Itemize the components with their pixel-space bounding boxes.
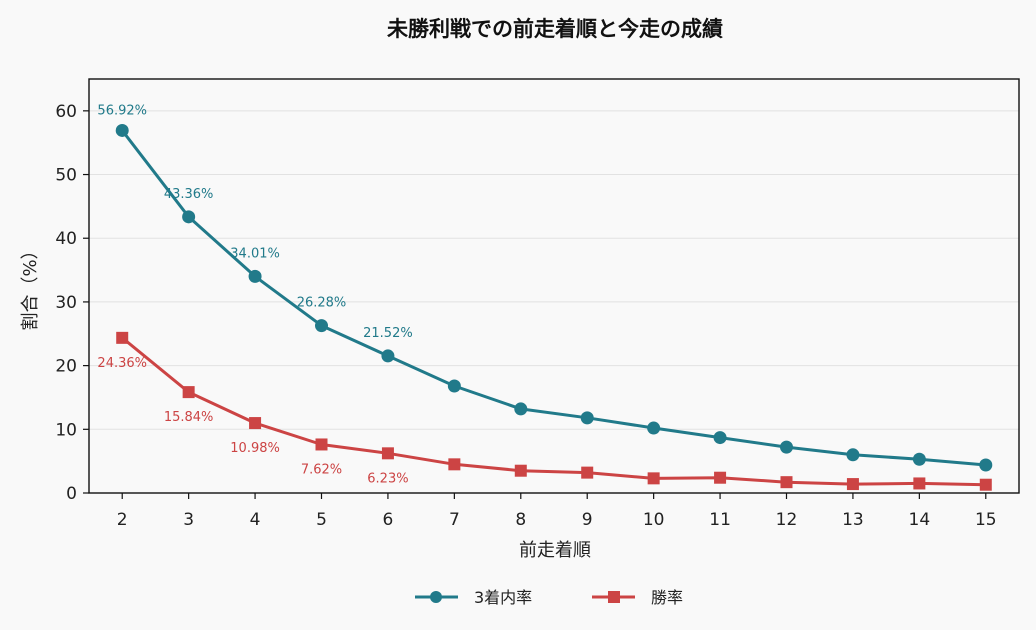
data-label: 26.28% <box>297 296 347 311</box>
data-point <box>581 466 594 479</box>
data-point <box>182 210 196 224</box>
x-axis-label: 前走着順 <box>519 540 591 561</box>
x-tick-label: 13 <box>842 510 864 530</box>
y-tick-label: 0 <box>66 484 77 504</box>
legend: 3着内率 勝率 <box>415 588 683 607</box>
data-label: 34.01% <box>230 246 280 261</box>
legend-label-series-1: 3着内率 <box>474 588 532 607</box>
x-axis-ticks: 2 3 4 5 6 7 8 9 10 11 12 13 14 15 <box>117 493 997 530</box>
x-tick-label: 9 <box>582 510 593 530</box>
plot-area <box>89 79 1019 493</box>
legend-label-series-2: 勝率 <box>651 588 683 607</box>
data-point <box>979 458 993 472</box>
data-point <box>913 477 926 490</box>
data-point <box>248 269 262 283</box>
series-line-1 <box>121 129 986 467</box>
x-tick-label: 5 <box>316 510 327 530</box>
data-label: 56.92% <box>97 103 147 118</box>
data-point <box>381 447 394 460</box>
x-tick-label: 3 <box>183 510 194 530</box>
data-label: 21.52% <box>363 326 413 341</box>
y-tick-label: 10 <box>55 420 77 440</box>
y-tick-label: 50 <box>55 166 77 186</box>
data-point <box>780 476 793 489</box>
y-tick-label: 40 <box>55 229 77 249</box>
data-point <box>647 421 661 435</box>
x-tick-label: 7 <box>449 510 460 530</box>
data-point <box>979 478 992 491</box>
data-label: 43.36% <box>164 187 214 202</box>
data-point <box>447 379 461 393</box>
data-point <box>315 319 328 333</box>
data-point <box>115 123 129 137</box>
x-tick-label: 15 <box>975 510 997 530</box>
plot-frame <box>88 78 1020 494</box>
data-label: 24.36% <box>97 356 147 371</box>
data-label: 10.98% <box>230 441 280 456</box>
series-layer <box>115 123 993 491</box>
data-point <box>249 417 262 430</box>
x-tick-label: 12 <box>776 510 798 530</box>
gridlines <box>89 110 1019 430</box>
data-point <box>647 472 660 485</box>
series-line-2 <box>121 336 986 487</box>
data-point <box>116 331 129 344</box>
data-point <box>580 411 594 425</box>
x-tick-label: 10 <box>643 510 665 530</box>
data-point <box>381 349 395 363</box>
data-point <box>912 452 926 466</box>
y-tick-label: 60 <box>55 102 77 122</box>
data-point <box>514 464 527 477</box>
data-point <box>714 471 727 484</box>
data-point <box>713 431 727 445</box>
x-tick-label: 14 <box>909 510 931 530</box>
data-point <box>448 458 461 471</box>
x-tick-label: 8 <box>515 510 526 530</box>
data-point <box>780 440 793 454</box>
data-point <box>846 478 859 491</box>
legend-item-series-2: 勝率 <box>592 588 683 607</box>
data-point <box>846 448 860 462</box>
legend-marker-series-2 <box>608 591 620 603</box>
y-axis-label: 割合（%） <box>20 241 41 330</box>
data-point <box>182 386 195 399</box>
data-labels: 56.92% 43.36% 34.01% 26.28% 21.52% 24.36% 15.8… <box>97 103 412 486</box>
data-label: 6.23% <box>367 471 408 486</box>
y-axis-ticks: 0 10 20 30 40 50 60 <box>55 102 89 504</box>
x-tick-label: 2 <box>117 510 128 530</box>
y-tick-label: 20 <box>55 357 77 377</box>
data-point <box>514 402 528 416</box>
data-label: 15.84% <box>164 410 214 425</box>
data-label: 7.62% <box>301 462 342 477</box>
y-tick-label: 30 <box>55 293 77 313</box>
x-tick-label: 6 <box>383 510 394 530</box>
legend-item-series-1: 3着内率 <box>415 588 532 607</box>
legend-marker-series-1 <box>430 591 442 603</box>
x-tick-label: 4 <box>250 510 261 530</box>
chart-title: 未勝利戦での前走着順と今走の成績 <box>387 17 723 41</box>
x-tick-label: 11 <box>709 510 731 530</box>
data-point <box>315 438 328 451</box>
